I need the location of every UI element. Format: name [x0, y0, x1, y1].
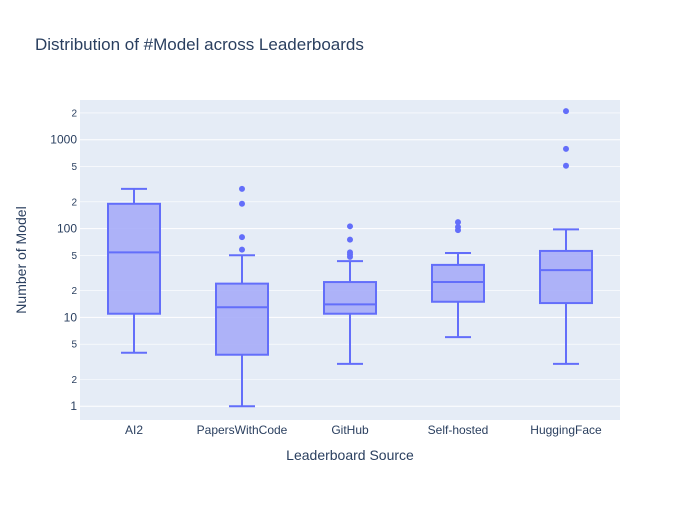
x-tick-label: GitHub — [331, 423, 369, 437]
chart-title: Distribution of #Model across Leaderboar… — [35, 35, 364, 54]
y-tick-label: 2 — [71, 286, 77, 297]
x-tick-label: PapersWithCode — [197, 423, 288, 437]
x-tick-label: AI2 — [125, 423, 143, 437]
outlier-point — [347, 249, 353, 256]
box-paperswithcode — [215, 185, 269, 408]
box-github — [323, 223, 377, 365]
y-tick-label: 5 — [71, 340, 77, 351]
x-axis-title: Leaderboard Source — [286, 447, 414, 463]
box-self-hosted — [431, 219, 485, 339]
y-tick-label: 5 — [71, 162, 77, 173]
y-tick-label: 100 — [57, 222, 77, 236]
outlier-point — [239, 200, 245, 207]
x-axis-ticks: AI2 PapersWithCode GitHub Self-hosted Huggin… — [125, 423, 602, 437]
outlier-point — [455, 224, 461, 231]
x-tick-label: Self-hosted — [428, 423, 489, 437]
y-tick-label: 5 — [71, 251, 77, 262]
y-tick-label: 10 — [64, 310, 78, 324]
y-tick-label: 2 — [71, 375, 77, 386]
y-axis-ticks: 1 2 5 10 2 5 100 2 5 1000 2 — [50, 108, 77, 413]
iqr-box — [323, 281, 377, 315]
boxes — [107, 108, 593, 408]
y-tick-label: 2 — [71, 197, 77, 208]
outlier-point — [347, 223, 353, 230]
outlier-point — [455, 219, 461, 226]
iqr-box — [539, 249, 593, 305]
iqr-box — [431, 263, 485, 303]
y-tick-label: 1 — [70, 399, 77, 413]
outlier-point — [239, 246, 245, 253]
outlier-point — [347, 236, 353, 243]
x-tick-label: HuggingFace — [530, 423, 602, 437]
y-tick-label: 2 — [71, 108, 77, 119]
iqr-box — [215, 282, 269, 356]
box-huggingface — [539, 108, 593, 365]
outlier-point — [563, 145, 569, 152]
outlier-point — [563, 108, 569, 115]
outlier-point — [239, 234, 245, 241]
iqr-box — [107, 202, 161, 315]
plot-area — [80, 100, 620, 420]
outlier-point — [239, 185, 245, 192]
box-ai2 — [107, 187, 161, 354]
outlier-point — [563, 162, 569, 169]
y-axis-title: Number of Model — [13, 206, 29, 313]
y-tick-label: 1000 — [50, 133, 77, 147]
